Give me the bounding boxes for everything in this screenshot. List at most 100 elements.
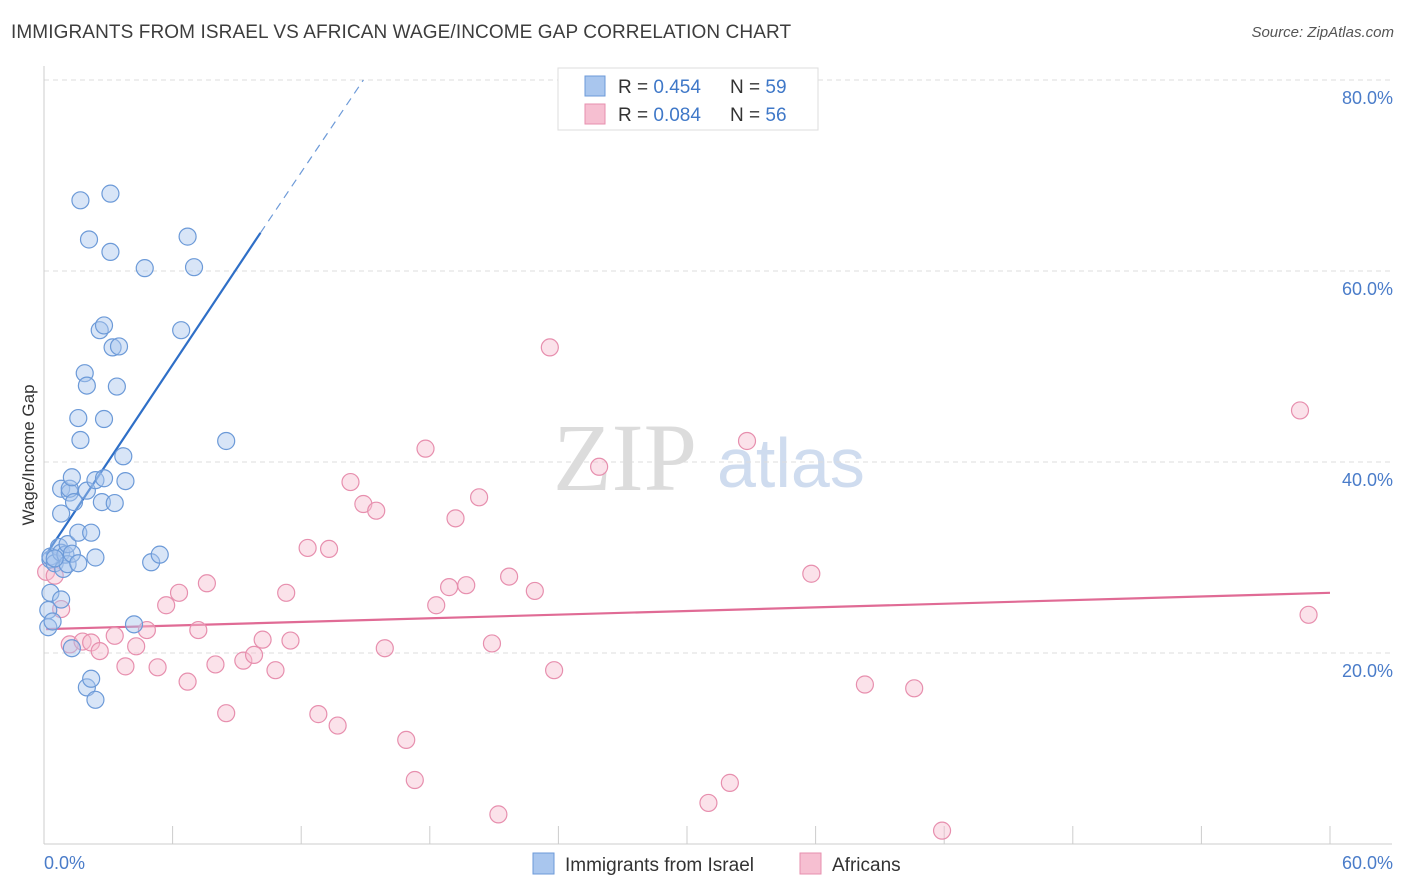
legend-r-value: 0.084: [653, 105, 701, 126]
point-africans: [482, 634, 502, 653]
x-tick-label-right: 60.0%: [1342, 853, 1393, 873]
point-israel: [69, 408, 88, 428]
point-israel: [79, 230, 99, 249]
legend-row-africans: R = 0.084 N = 56: [618, 105, 787, 126]
point-africans: [367, 501, 386, 520]
point-africans: [427, 596, 446, 615]
point-africans: [157, 596, 176, 615]
y-tick-label: 60.0%: [1342, 279, 1393, 299]
point-israel: [172, 321, 191, 340]
point-israel: [52, 504, 71, 523]
point-israel: [77, 678, 96, 697]
y-tick-label: 40.0%: [1342, 470, 1393, 490]
point-israel: [82, 523, 101, 542]
y-axis-label: Wage/Income Gap: [19, 384, 38, 525]
point-africans: [1290, 401, 1310, 420]
point-israel: [94, 469, 114, 488]
point-africans: [281, 631, 300, 650]
point-africans: [1299, 605, 1318, 624]
point-africans: [525, 581, 544, 601]
point-israel: [62, 639, 81, 658]
point-africans: [206, 655, 225, 674]
point-africans: [416, 439, 435, 458]
point-israel: [41, 583, 60, 602]
point-africans: [178, 672, 197, 691]
legend-n-value: 59: [765, 77, 786, 98]
point-africans: [439, 578, 459, 597]
series-israel-points: [39, 184, 236, 709]
point-israel: [109, 337, 129, 356]
watermark-atlas: atlas: [717, 424, 865, 502]
point-africans: [397, 730, 416, 750]
point-israel: [116, 472, 135, 491]
point-israel: [52, 590, 71, 609]
point-israel: [71, 430, 90, 450]
point-israel: [135, 259, 154, 278]
gridlines: [44, 79, 1392, 654]
point-israel: [92, 493, 111, 512]
top-legend: R = 0.454 N = 59 R = 0.084 N = 56: [557, 67, 819, 131]
point-israel: [43, 612, 62, 631]
point-israel: [86, 548, 105, 567]
point-africans: [319, 539, 339, 559]
point-africans: [169, 583, 189, 602]
point-africans: [540, 338, 559, 357]
point-israel: [184, 258, 204, 277]
legend-swatch-israel: [584, 75, 606, 97]
point-africans: [244, 645, 264, 665]
point-africans: [52, 599, 71, 619]
chart-title: IMMIGRANTS FROM ISRAEL VS AFRICAN WAGE/I…: [11, 22, 792, 43]
watermark-zip: ZIP: [553, 404, 697, 511]
point-israel: [58, 535, 77, 554]
point-africans: [457, 576, 476, 595]
tick-labels: 20.0% 40.0% 60.0% 80.0% 0.0% 60.0%: [44, 88, 1393, 873]
bottom-legend-label-israel: Immigrants from Israel: [565, 855, 754, 876]
point-africans: [309, 705, 328, 724]
legend-n-value: 56: [765, 105, 786, 126]
legend-r-value: 0.454: [653, 77, 701, 98]
axes: [43, 66, 1392, 845]
legend-row-israel: R = 0.454 N = 59: [618, 77, 787, 98]
point-israel: [77, 376, 96, 395]
point-africans: [375, 639, 394, 658]
series-africans-points: [37, 338, 1318, 840]
point-israel: [94, 409, 114, 429]
legend-r-label: R =: [618, 105, 653, 126]
point-africans: [489, 805, 508, 824]
point-africans: [217, 704, 236, 723]
point-israel: [178, 227, 197, 246]
point-israel: [105, 493, 124, 513]
point-israel: [86, 690, 105, 709]
point-africans: [545, 661, 564, 680]
point-israel: [45, 549, 64, 568]
point-africans: [720, 773, 739, 792]
bottom-legend-label-africans: Africans: [832, 855, 901, 876]
legend-swatch-africans: [584, 103, 606, 125]
point-israel: [114, 447, 133, 466]
legend-n-label: N =: [730, 105, 765, 126]
point-africans: [116, 657, 135, 676]
point-israel: [107, 377, 126, 396]
point-africans: [197, 574, 216, 593]
point-israel: [217, 431, 236, 451]
point-africans: [127, 637, 146, 656]
bottom-legend-swatch-africans: [799, 852, 822, 875]
point-africans: [446, 509, 465, 528]
point-israel: [103, 338, 122, 357]
point-israel: [62, 544, 81, 563]
trend-lines: [45, 79, 1331, 631]
source-credit: Source: ZipAtlas.com: [1251, 24, 1394, 41]
point-africans: [737, 431, 757, 451]
point-africans: [932, 821, 952, 840]
point-africans: [802, 564, 821, 583]
point-israel: [62, 468, 81, 487]
point-israel: [94, 316, 114, 335]
y-tick-label: 80.0%: [1342, 88, 1393, 108]
point-africans: [266, 661, 285, 680]
point-africans: [905, 679, 924, 698]
point-africans: [328, 716, 347, 735]
point-israel: [69, 554, 88, 573]
point-africans: [699, 793, 718, 813]
trend-line-israel-extension: [259, 79, 364, 234]
